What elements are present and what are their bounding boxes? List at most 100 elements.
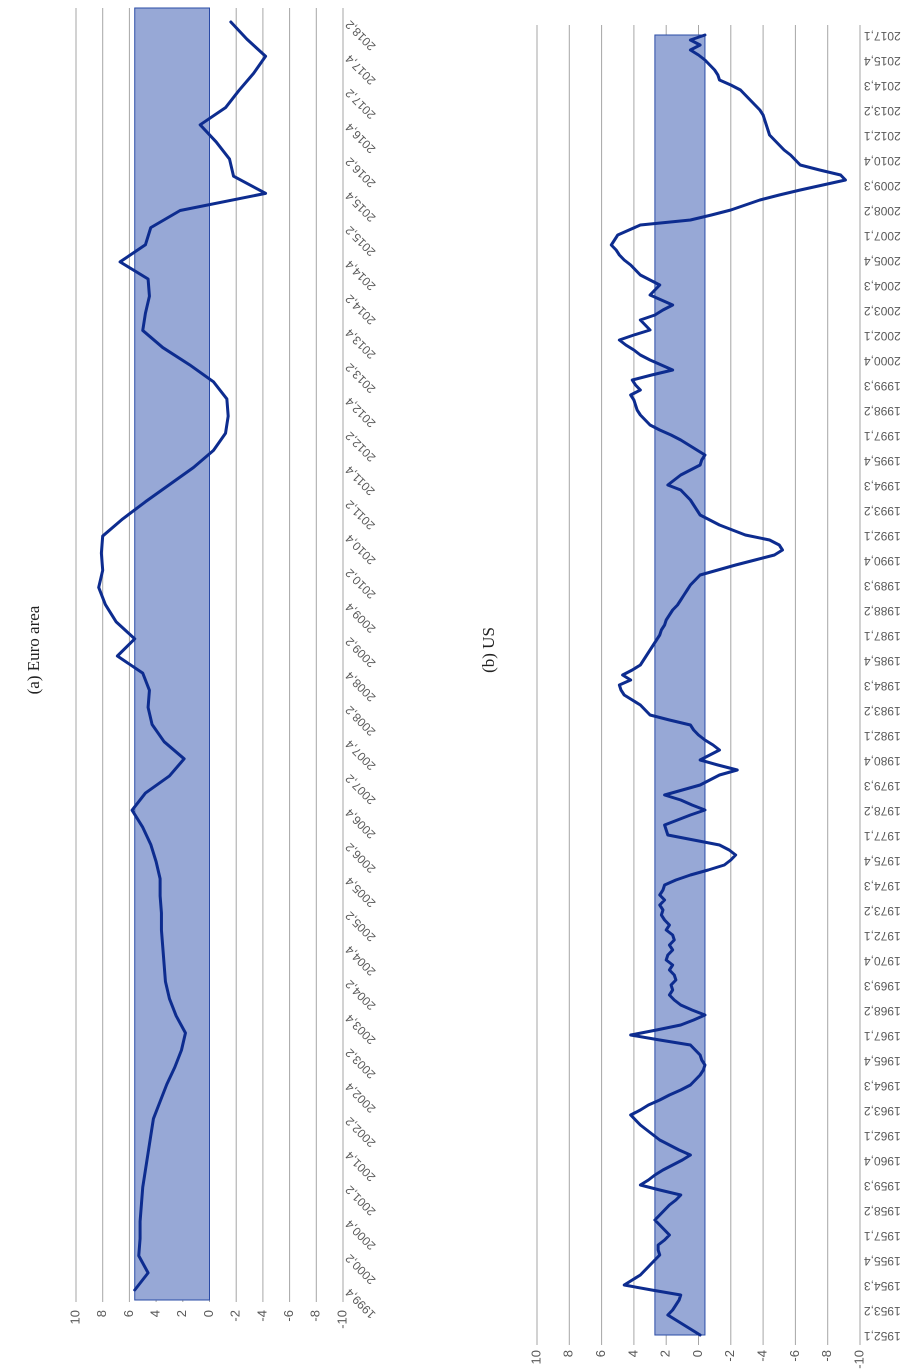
x-tick-label: 1962,1 bbox=[864, 1129, 901, 1143]
x-tick-label: 1983,2 bbox=[864, 704, 901, 718]
x-tick-label: 2012,4 bbox=[342, 394, 378, 430]
x-tick-label: 2009,4 bbox=[342, 600, 378, 636]
x-tick-label: 1984,3 bbox=[864, 679, 901, 693]
x-tick-label: 1959,3 bbox=[864, 1179, 901, 1193]
x-tick-label: 2015,4 bbox=[342, 189, 378, 225]
x-tick-label: 2010,2 bbox=[342, 566, 378, 602]
y-tick-label: -2 bbox=[722, 1350, 737, 1362]
x-tick-label: 2018,2 bbox=[342, 17, 378, 53]
x-tick-label: 2008,4 bbox=[342, 669, 378, 705]
x-tick-label: 2005,4 bbox=[864, 254, 901, 268]
x-tick-label: 1987,1 bbox=[864, 629, 901, 643]
x-tick-label: 2000,4 bbox=[864, 354, 901, 368]
x-tick-label: 1960,4 bbox=[864, 1154, 901, 1168]
x-tick-label: 2009,2 bbox=[342, 634, 378, 670]
x-tick-label: 1964,3 bbox=[864, 1079, 901, 1093]
x-tick-label: 2003,2 bbox=[342, 1046, 378, 1082]
target-band bbox=[654, 34, 706, 1336]
x-tick-label: 2002,2 bbox=[342, 1114, 378, 1150]
x-tick-label: 2011,4 bbox=[342, 463, 377, 498]
y-tick-label: -10 bbox=[334, 1310, 349, 1329]
y-tick-label: -8 bbox=[308, 1310, 323, 1322]
y-tick-label: 10 bbox=[67, 1310, 82, 1324]
x-tick-label: 2005,4 bbox=[342, 874, 378, 910]
y-tick-label: -6 bbox=[281, 1310, 296, 1322]
x-tick-label: 2017,1 bbox=[864, 29, 901, 43]
y-tick-label: 2 bbox=[658, 1350, 673, 1357]
y-tick-label: -10 bbox=[851, 1350, 866, 1369]
chart-title: (b) US bbox=[479, 627, 498, 673]
x-tick-label: 1980,4 bbox=[864, 754, 901, 768]
y-tick-label: -6 bbox=[787, 1350, 802, 1362]
x-tick-label: 1968,2 bbox=[864, 1004, 901, 1018]
x-tick-label: 1992,1 bbox=[864, 529, 901, 543]
y-tick-label: 6 bbox=[121, 1310, 136, 1317]
x-tick-label: 1985,4 bbox=[864, 654, 901, 668]
y-tick-label: -2 bbox=[228, 1310, 243, 1322]
y-tick-label: 2 bbox=[174, 1310, 189, 1317]
x-tick-label: 2013,2 bbox=[864, 104, 901, 118]
chart-title: (a) Euro area bbox=[24, 605, 43, 694]
x-tick-label: 1975,4 bbox=[864, 854, 901, 868]
x-tick-label: 2014,3 bbox=[864, 79, 901, 93]
y-tick-label: 4 bbox=[148, 1310, 163, 1317]
x-tick-label: 1954,3 bbox=[864, 1279, 901, 1293]
x-tick-label: 2010,4 bbox=[342, 531, 378, 567]
x-tick-label: 1963,2 bbox=[864, 1104, 901, 1118]
x-tick-label: 1999,3 bbox=[864, 379, 901, 393]
x-tick-label: 2000,2 bbox=[342, 1251, 378, 1287]
x-tick-label: 1953,2 bbox=[864, 1304, 901, 1318]
x-tick-label: 2009,3 bbox=[864, 179, 901, 193]
target-band bbox=[134, 7, 211, 1301]
x-tick-label: 1969,3 bbox=[864, 979, 901, 993]
x-tick-label: 1994,3 bbox=[864, 479, 901, 493]
x-tick-label: 2017,4 bbox=[342, 52, 378, 88]
x-tick-label: 2007,2 bbox=[342, 771, 378, 807]
x-tick-label: 2016,4 bbox=[342, 120, 378, 156]
x-tick-label: 1995,4 bbox=[864, 454, 901, 468]
x-tick-label: 1952,1 bbox=[864, 1329, 901, 1343]
x-tick-label: 2006,2 bbox=[342, 840, 378, 876]
x-tick-label: 2015,2 bbox=[342, 223, 378, 259]
x-tick-label: 2013,4 bbox=[342, 326, 378, 362]
x-tick-label: 2012,1 bbox=[864, 129, 901, 143]
x-tick-label: 2008,2 bbox=[342, 703, 378, 739]
x-tick-label: 2010,4 bbox=[864, 154, 901, 168]
x-tick-label: 2013,2 bbox=[342, 360, 378, 396]
chart: (b) US -10 -8 -6 -4 -2 0 2 4 6 8 10 1952,1 1953,2 1954… bbox=[479, 25, 901, 1369]
x-tick-label: 2016,2 bbox=[342, 154, 378, 190]
x-tick-label: 2002,1 bbox=[864, 329, 901, 343]
x-tick-label: 1965,4 bbox=[864, 1054, 901, 1068]
x-tick-label: 1974,3 bbox=[864, 879, 901, 893]
x-tick-label: 2003,4 bbox=[342, 1011, 378, 1047]
x-tick-label: 1977,1 bbox=[864, 829, 901, 843]
x-tick-label: 1955,4 bbox=[864, 1254, 901, 1268]
x-tick-label: 2015,4 bbox=[864, 54, 901, 68]
x-tick-label: 2017,2 bbox=[342, 86, 378, 122]
y-tick-label: 8 bbox=[94, 1310, 109, 1317]
x-tick-label: 2014,2 bbox=[342, 292, 378, 328]
y-tick-label: -8 bbox=[819, 1350, 834, 1362]
x-tick-label: 1967,1 bbox=[864, 1029, 901, 1043]
x-tick-label: 2014,4 bbox=[342, 257, 378, 293]
x-tick-label: 1957,1 bbox=[864, 1229, 901, 1243]
y-tick-label: 0 bbox=[690, 1350, 705, 1357]
x-tick-label: 1993,2 bbox=[864, 504, 901, 518]
x-tick-label: 2001,2 bbox=[342, 1183, 378, 1219]
x-tick-label: 1970,4 bbox=[864, 954, 901, 968]
x-tick-label: 2003,2 bbox=[864, 304, 901, 318]
x-tick-label: 1982,1 bbox=[864, 729, 901, 743]
x-tick-label: 1979,3 bbox=[864, 779, 901, 793]
x-tick-label: 2002,4 bbox=[342, 1080, 378, 1116]
x-tick-label: 2008,2 bbox=[864, 204, 901, 218]
x-tick-label: 2000,4 bbox=[342, 1217, 378, 1253]
x-tick-label: 2007,1 bbox=[864, 229, 901, 243]
x-tick-label: 2012,2 bbox=[342, 429, 378, 465]
y-tick-label: 8 bbox=[561, 1350, 576, 1357]
y-tick-label: 10 bbox=[528, 1350, 543, 1364]
x-tick-label: 2004,4 bbox=[342, 943, 378, 979]
x-tick-label: 2005,2 bbox=[342, 908, 378, 944]
y-tick-label: 6 bbox=[593, 1350, 608, 1357]
x-tick-label: 1990,4 bbox=[864, 554, 901, 568]
